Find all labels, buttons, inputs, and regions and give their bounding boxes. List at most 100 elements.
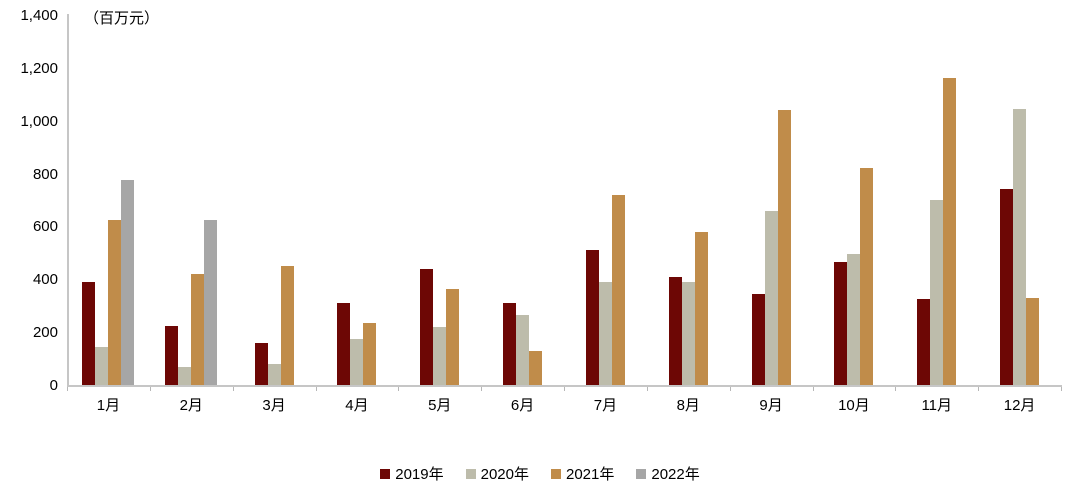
- bar-2019年-7月: [585, 250, 599, 385]
- bar-2019年-12月: [1000, 189, 1014, 385]
- bar-2019年-6月: [503, 303, 517, 385]
- bar-2021年-11月: [943, 78, 957, 385]
- bar-group-5月: [420, 15, 460, 385]
- bar-group-7月: [585, 15, 625, 385]
- bar-2019年-1月: [82, 281, 96, 385]
- bar-2020年-8月: [681, 281, 695, 385]
- bar-group-3月: [254, 15, 294, 385]
- bar-2021年-9月: [777, 110, 791, 385]
- x-category-label: 6月: [510, 397, 535, 414]
- legend-swatch-icon: [380, 468, 391, 479]
- bar-2020年-3月: [267, 363, 281, 385]
- x-category-label: 1月: [96, 397, 121, 414]
- x-category-label: 2月: [179, 397, 203, 414]
- y-axis-line: [67, 14, 69, 387]
- x-axis-tick: [1061, 387, 1062, 391]
- x-axis-tick: [564, 387, 565, 391]
- bar-group-2月: [165, 15, 218, 385]
- legend-label: 2020年: [480, 466, 529, 483]
- x-axis-tick: [729, 387, 731, 391]
- y-tick-label: 1,200: [20, 59, 58, 77]
- x-axis-tick: [232, 387, 234, 391]
- x-axis-tick: [315, 387, 317, 391]
- legend-swatch-icon: [465, 468, 476, 479]
- bar-group-11月: [917, 15, 957, 385]
- legend-item-2021年: 2021年: [551, 463, 614, 484]
- bar-group-1月: [82, 15, 135, 385]
- bar-2019年-10月: [834, 262, 848, 385]
- x-category-label: 7月: [593, 397, 618, 414]
- legend-swatch-icon: [551, 468, 561, 479]
- bar-group-4月: [337, 15, 377, 385]
- y-tick-label: 600: [32, 218, 58, 236]
- legend-swatch-icon: [636, 468, 647, 479]
- x-axis-tick: [67, 387, 68, 391]
- bar-group-9月: [751, 15, 791, 385]
- bar-2021年-3月: [280, 266, 294, 385]
- x-category-label: 5月: [428, 397, 452, 414]
- bar-2020年-9月: [764, 210, 778, 385]
- bar-2020年-6月: [516, 314, 530, 385]
- bar-group-10月: [834, 15, 874, 385]
- chart-legend: 2019年 2020年 2021年 2022年: [0, 463, 1080, 484]
- legend-label: 2021年: [566, 466, 615, 483]
- x-category-label: 10月: [838, 397, 870, 414]
- bar-2021年-1月: [108, 219, 122, 385]
- x-category-label: 3月: [262, 397, 286, 414]
- bar-2019年-5月: [420, 268, 434, 385]
- x-axis-tick: [646, 387, 648, 391]
- bar-2020年-4月: [350, 338, 364, 385]
- x-axis-tick: [978, 387, 980, 391]
- bar-2022年-2月: [204, 219, 218, 385]
- bar-2020年-1月: [95, 346, 109, 385]
- y-tick-label: 0: [49, 377, 58, 394]
- bar-2019年-3月: [254, 342, 268, 385]
- bar-group-6月: [503, 15, 543, 385]
- x-category-label: 8月: [676, 397, 700, 414]
- x-category-label: 11月: [921, 397, 953, 414]
- bar-2021年-8月: [694, 231, 708, 385]
- legend-item-2020年: 2020年: [465, 463, 529, 484]
- y-tick-label: 1,000: [20, 112, 58, 130]
- y-axis-unit-label: （百万元）: [84, 10, 160, 27]
- bar-2021年-6月: [529, 350, 543, 385]
- bar-group-12月: [1000, 15, 1040, 385]
- x-category-label: 12月: [1003, 397, 1036, 414]
- bar-2020年-12月: [1013, 108, 1027, 385]
- bar-2019年-2月: [165, 325, 179, 385]
- legend-label: 2022年: [651, 466, 700, 483]
- bar-2019年-9月: [751, 293, 765, 385]
- x-axis-tick: [481, 387, 483, 391]
- legend-label: 2019年: [395, 466, 444, 483]
- x-axis-tick: [149, 387, 151, 391]
- bar-2021年-12月: [1026, 297, 1040, 385]
- y-tick-label: 1,400: [20, 7, 58, 24]
- bar-2019年-4月: [337, 303, 351, 385]
- bar-group-8月: [668, 15, 708, 385]
- bar-2022年-1月: [121, 180, 135, 385]
- y-tick-label: 800: [32, 165, 58, 183]
- x-category-label: 4月: [345, 397, 369, 414]
- bar-2021年-4月: [363, 322, 377, 385]
- bar-2020年-11月: [930, 200, 944, 385]
- bar-2021年-2月: [191, 274, 205, 385]
- legend-item-2019年: 2019年: [380, 463, 444, 484]
- bar-2021年-10月: [860, 168, 874, 385]
- x-axis-tick: [398, 387, 400, 391]
- bar-2019年-11月: [917, 299, 931, 385]
- bar-2020年-5月: [433, 326, 447, 385]
- bar-2020年-10月: [847, 254, 861, 385]
- x-axis-tick: [895, 387, 897, 391]
- bar-2020年-7月: [598, 281, 612, 385]
- bar-2020年-2月: [178, 366, 192, 385]
- bar-2021年-5月: [446, 288, 460, 385]
- y-tick-label: 400: [32, 271, 58, 289]
- legend-item-2022年: 2022年: [636, 463, 700, 484]
- x-axis-line: [67, 385, 1062, 387]
- x-category-label: 9月: [759, 397, 783, 414]
- y-tick-label: 200: [32, 324, 58, 342]
- x-axis-tick: [812, 387, 814, 391]
- bar-2021年-7月: [611, 194, 625, 385]
- bar-2019年-8月: [668, 276, 682, 385]
